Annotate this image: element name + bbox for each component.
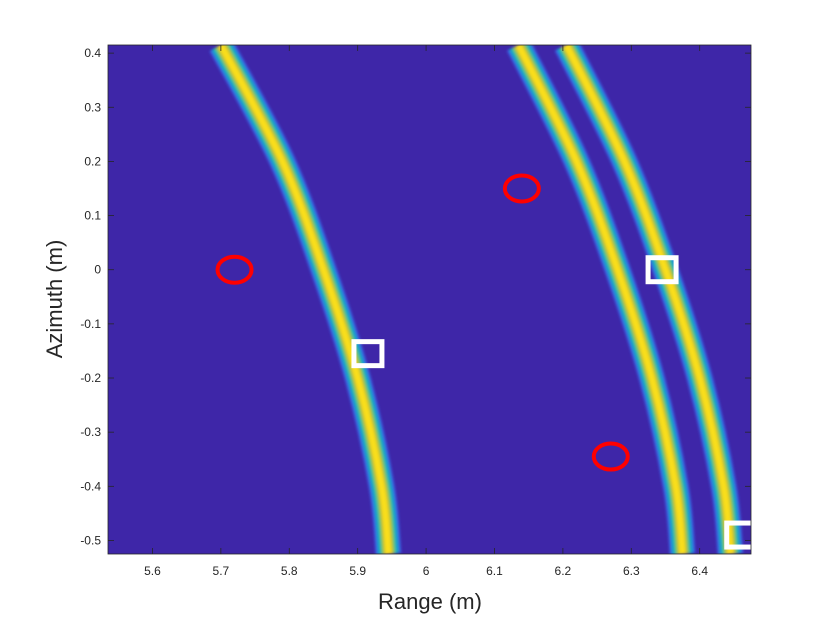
arcs-layer <box>209 45 744 554</box>
plot-frame <box>107 44 752 555</box>
x-tick-label: 5.6 <box>144 564 161 578</box>
y-tick-label: 0.4 <box>84 46 101 60</box>
x-tick-label: 6.3 <box>623 564 640 578</box>
arc-3 <box>554 45 744 554</box>
x-tick-label: 6.4 <box>691 564 708 578</box>
y-tick-label: -0.2 <box>80 371 101 385</box>
y-tick-label: 0 <box>94 263 101 277</box>
x-tick-label: 5.9 <box>349 564 366 578</box>
plot-background <box>108 45 751 554</box>
arc-1-band-6 <box>218 45 392 554</box>
y-axis-title: Azimuth (m) <box>42 240 67 359</box>
arc-1 <box>209 45 402 554</box>
x-tick-label: 5.7 <box>213 564 230 578</box>
arc-2 <box>506 45 696 554</box>
square-marker-2 <box>645 255 679 285</box>
arc-3-band-6 <box>563 45 734 554</box>
y-tick-label: -0.3 <box>80 425 101 439</box>
x-tick-label: 6 <box>423 564 430 578</box>
square-marker-1 <box>351 339 385 369</box>
x-tick-label: 6.1 <box>486 564 503 578</box>
circle-marker-2 <box>502 173 541 204</box>
circle-marker-3 <box>591 441 630 472</box>
y-tick-label: -0.4 <box>80 479 101 493</box>
x-tick-label: 6.2 <box>555 564 572 578</box>
circle-marker-1 <box>215 254 254 285</box>
square-marker-3 <box>724 520 751 550</box>
y-tick-label: -0.1 <box>80 317 101 331</box>
y-tick-label: 0.1 <box>84 209 101 223</box>
y-axis: 0.4 0.3 0.2 0.1 0 -0.1 -0.2 -0.3 -0.4 -0.5 <box>80 46 751 547</box>
x-axis: 5.6 5.7 5.8 5.9 6 6.1 6.2 6.3 6.4 <box>144 45 708 578</box>
x-tick-label: 5.8 <box>281 564 298 578</box>
y-tick-label: -0.5 <box>80 533 101 547</box>
markers-layer <box>215 173 751 550</box>
y-tick-label: 0.2 <box>84 154 101 168</box>
x-axis-title: Range (m) <box>378 589 482 614</box>
arc-2-band-6 <box>515 45 686 554</box>
y-tick-label: 0.3 <box>84 100 101 114</box>
